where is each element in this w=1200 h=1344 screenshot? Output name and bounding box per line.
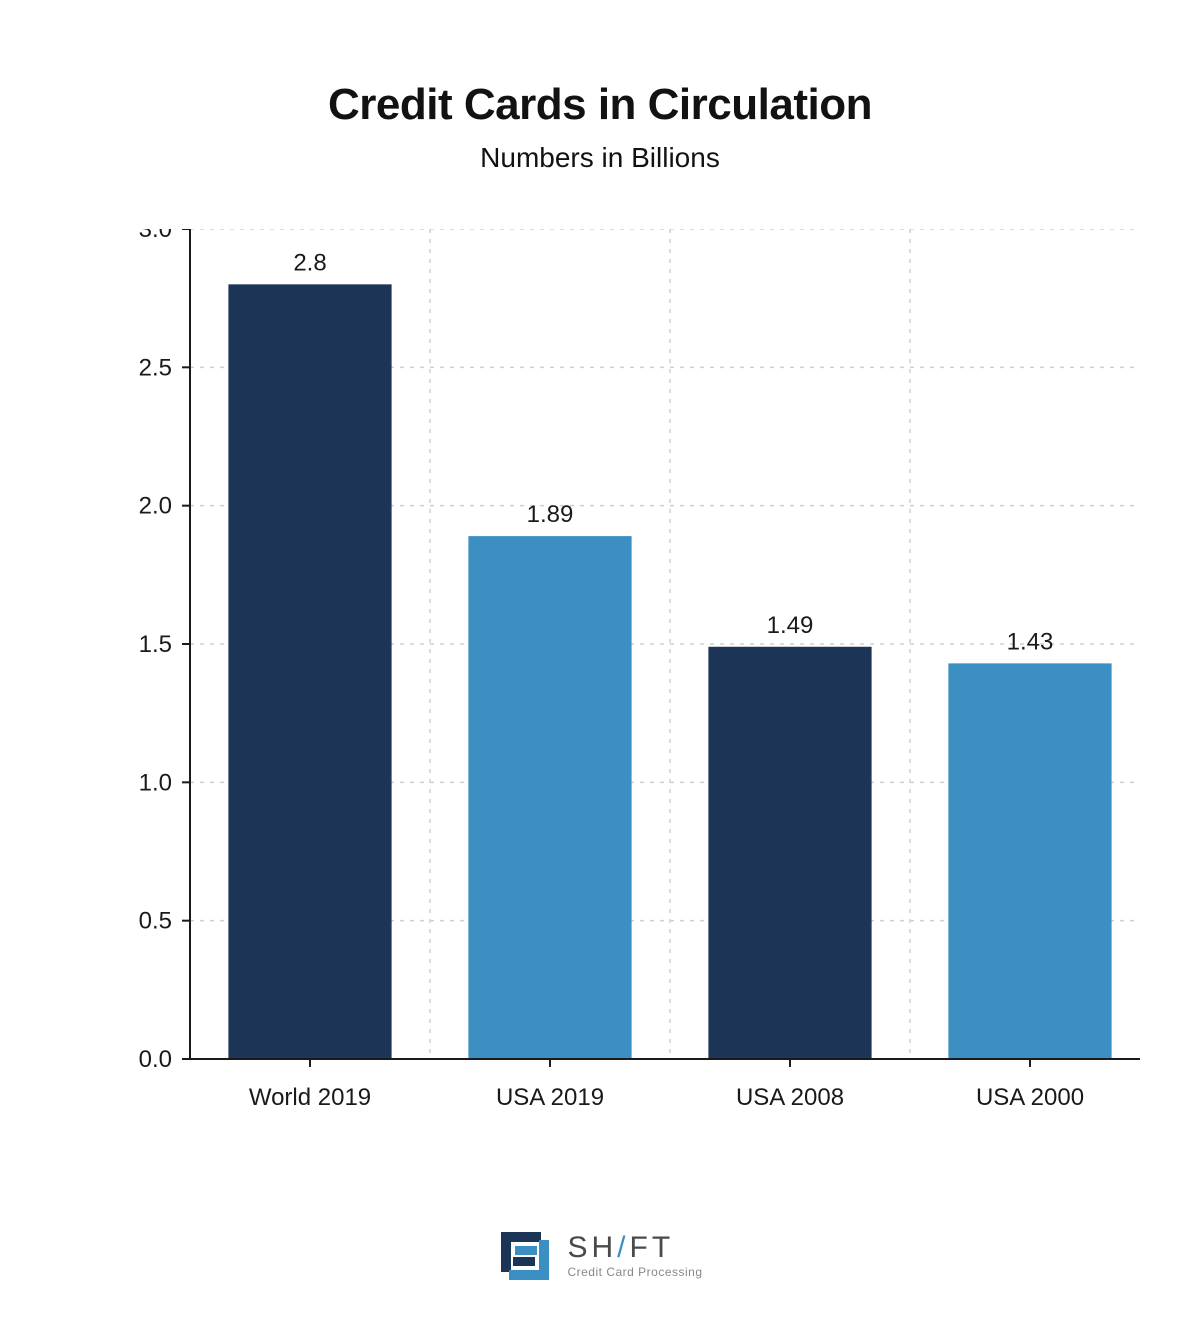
bar-chart: 0.0 0.5 1.0 1.5 2.0 2.5 3.0 2.8 World 2019 1.89 US… [60, 229, 1140, 1159]
y-tick-label: 1.0 [139, 769, 172, 796]
logo-slash: / [617, 1231, 629, 1264]
bar [948, 663, 1111, 1059]
chart-area: 0.0 0.5 1.0 1.5 2.0 2.5 3.0 2.8 World 2019 1.89 US… [60, 229, 1140, 1218]
bar [708, 647, 871, 1059]
chart-subtitle: Numbers in Billions [480, 142, 720, 174]
logo-pre: SH [567, 1231, 617, 1264]
chart-container: Credit Cards in Circulation Numbers in B… [0, 0, 1200, 1344]
logo-tagline: Credit Card Processing [567, 1265, 702, 1279]
y-tick-label: 1.5 [139, 631, 172, 658]
x-category-label: USA 2000 [976, 1084, 1084, 1111]
bar [468, 536, 631, 1059]
x-category-label: World 2019 [249, 1084, 371, 1111]
logo-text: SH/FT Credit Card Processing [567, 1233, 702, 1279]
y-tick-label: 0.0 [139, 1046, 172, 1073]
bar-value-label: 2.8 [293, 249, 326, 276]
bar-value-label: 1.49 [767, 612, 814, 639]
brand-logo: SH/FT Credit Card Processing [497, 1228, 702, 1284]
y-tick-label: 0.5 [139, 908, 172, 935]
y-tick-label: 3.0 [139, 229, 172, 243]
y-tick-label: 2.5 [139, 354, 172, 381]
x-category-label: USA 2019 [496, 1084, 604, 1111]
bar-value-label: 1.89 [527, 501, 574, 528]
bar [228, 284, 391, 1059]
chart-title: Credit Cards in Circulation [328, 80, 872, 130]
bar-value-label: 1.43 [1007, 628, 1054, 655]
logo-mark-icon [497, 1228, 553, 1284]
y-tick-label: 2.0 [139, 493, 172, 520]
logo-wordmark: SH/FT [567, 1233, 702, 1263]
logo-post: FT [630, 1231, 675, 1264]
x-category-label: USA 2008 [736, 1084, 844, 1111]
